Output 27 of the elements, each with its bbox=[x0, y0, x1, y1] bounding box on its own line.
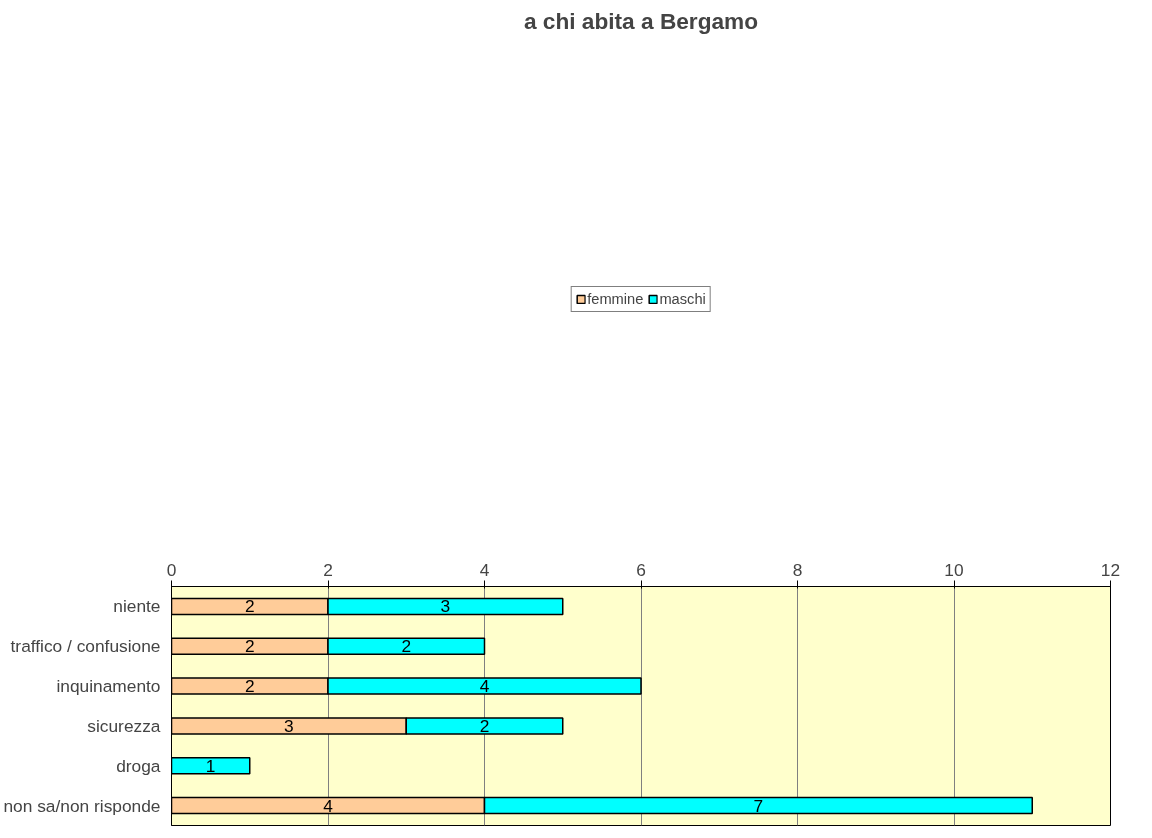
data-label: 2 bbox=[244, 636, 255, 657]
legend-label: maschi bbox=[659, 290, 706, 307]
x-tick-label: 4 bbox=[479, 559, 490, 580]
data-label: 4 bbox=[323, 795, 334, 816]
data-label: 2 bbox=[244, 596, 255, 617]
x-tick-label: 2 bbox=[323, 559, 333, 580]
x-tick-label: 0 bbox=[166, 559, 177, 580]
y-tick-label: sicurezza bbox=[87, 715, 161, 736]
chart-title: a chi abita a Bergamo bbox=[523, 7, 759, 34]
y-tick-label: niente bbox=[113, 596, 161, 617]
data-label: 2 bbox=[401, 636, 412, 657]
x-tick-label: 12 bbox=[1100, 559, 1121, 580]
legend-label: femmine bbox=[587, 290, 644, 307]
data-label: 3 bbox=[284, 715, 294, 736]
data-label: 7 bbox=[753, 795, 764, 816]
y-tick-label: non sa/non risponde bbox=[3, 795, 161, 816]
x-tick-label: 6 bbox=[636, 559, 646, 580]
y-tick-label: droga bbox=[116, 755, 161, 776]
data-label: 4 bbox=[479, 676, 490, 697]
y-tick-label: inquinamento bbox=[56, 676, 161, 697]
y-tick-label: traffico / confusione bbox=[10, 636, 161, 657]
x-tick-label: 10 bbox=[944, 559, 964, 580]
data-label: 2 bbox=[479, 715, 490, 736]
data-label: 3 bbox=[440, 596, 451, 617]
data-label: 2 bbox=[244, 676, 255, 697]
data-label: 1 bbox=[205, 755, 216, 776]
x-tick-label: 8 bbox=[792, 559, 803, 580]
